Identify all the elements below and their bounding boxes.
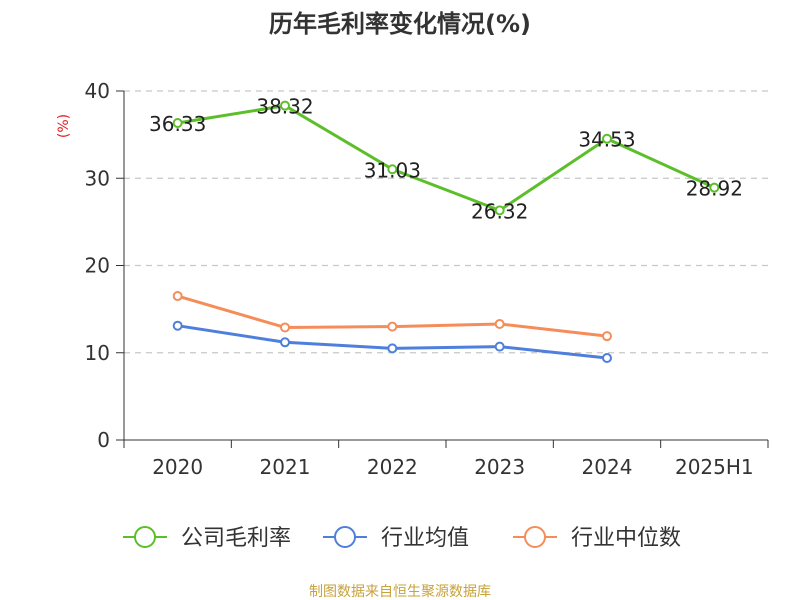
y-tick-label: 20 <box>85 254 110 278</box>
data-label: 36.33 <box>149 112 206 136</box>
data-point <box>387 321 398 332</box>
data-point <box>172 291 183 302</box>
series-line <box>177 104 715 212</box>
legend-label: 公司毛利率 <box>181 526 291 551</box>
x-tick-label: 2020 <box>152 455 203 479</box>
legend-marker <box>334 526 356 548</box>
data-point <box>172 320 183 331</box>
data-point <box>602 352 612 363</box>
data-point <box>280 322 290 333</box>
data-label: 38.32 <box>256 95 313 119</box>
x-tick-label: 2021 <box>260 455 311 479</box>
data-point <box>494 318 505 329</box>
data-labels: 36.33 38.32 31.03 26.32 34.53 28.92 <box>149 95 743 224</box>
y-axis-unit: (%) <box>56 114 72 138</box>
data-point <box>602 133 612 144</box>
data-point <box>709 182 720 193</box>
y-tick-label: 30 <box>85 166 110 190</box>
data-point <box>602 331 612 342</box>
source-note: 制图数据来自恒生聚源数据库 <box>309 584 491 600</box>
data-point <box>387 343 398 354</box>
data-label: 34.53 <box>578 128 635 152</box>
data-label: 31.03 <box>364 158 421 182</box>
legend-label: 行业均值 <box>381 526 469 551</box>
chart-title: 历年毛利率变化情况(%) <box>269 10 531 38</box>
axes: 0 10 20 30 40 2020 2021 2022 2023 2024 2025H1 <box>85 79 769 479</box>
legend-marker <box>134 526 156 548</box>
x-tick-label: 2025H1 <box>675 455 754 479</box>
y-tick-label: 40 <box>85 79 110 103</box>
data-point <box>172 118 183 129</box>
y-tick-label: 0 <box>97 428 110 452</box>
data-point <box>280 337 290 348</box>
x-tick-label: 2023 <box>474 455 525 479</box>
legend-label: 行业中位数 <box>571 526 681 551</box>
data-point <box>494 341 505 352</box>
data-label: 28.92 <box>686 177 743 201</box>
data-point <box>494 205 505 216</box>
data-point <box>387 164 398 175</box>
x-tick-label: 2022 <box>367 455 418 479</box>
x-tick-label: 2024 <box>582 455 633 479</box>
data-point <box>280 100 290 111</box>
y-tick-label: 10 <box>85 341 110 365</box>
gridlines <box>124 90 768 354</box>
legend-marker <box>524 526 546 548</box>
legend: 公司毛利率 行业均值 行业中位数 <box>123 526 681 551</box>
data-label: 26.32 <box>471 199 528 223</box>
series-group <box>172 100 720 363</box>
